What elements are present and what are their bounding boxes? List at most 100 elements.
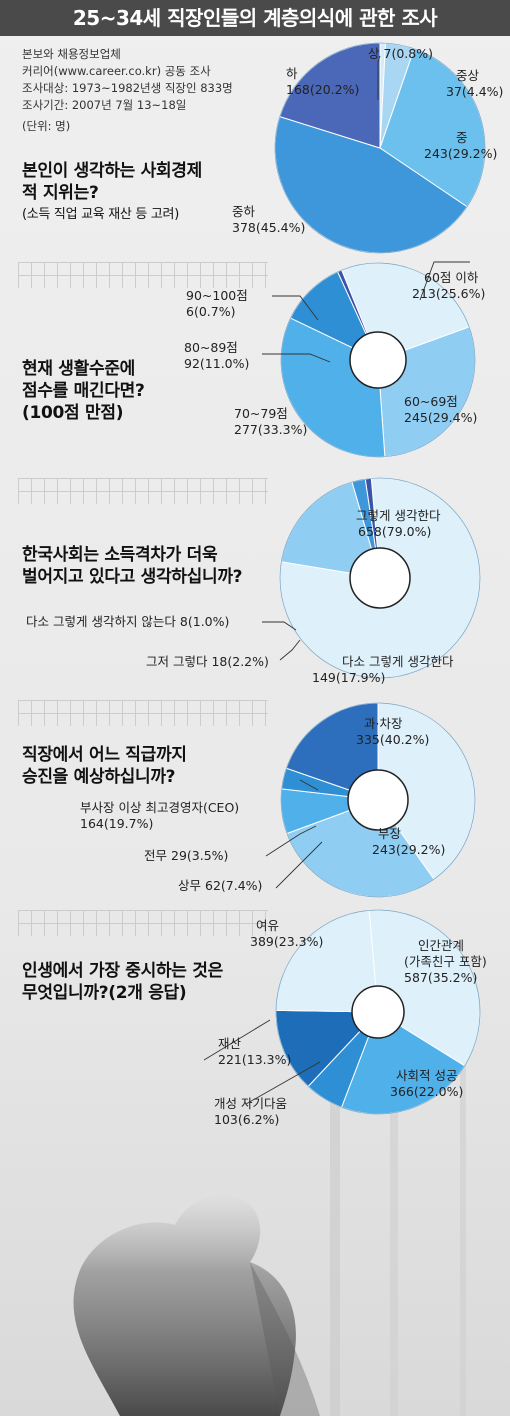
label-c5-individuality: 개성 자기다움 103(6.2%)	[214, 1096, 287, 1128]
label-name: 여유	[256, 918, 280, 933]
label-c4-sangmu: 상무 62(7.4%)	[178, 878, 262, 894]
label-name: 개성 자기다움	[214, 1096, 287, 1111]
label-c1-jungha: 중하 378(45.4%)	[232, 204, 305, 236]
question-1-title: 본인이 생각하는 사회경제적 지위는?	[22, 161, 202, 203]
label-c3-somewhat-yes: 다소 그렇게 생각한다 149(17.9%)	[312, 654, 453, 686]
question-3: 한국사회는 소득격차가 더욱 벌어지고 있다고 생각하십니까?	[22, 544, 243, 588]
question-3-line-2: 벌어지고 있다고 생각하십니까?	[22, 567, 243, 587]
label-value: 335(40.2%)	[356, 732, 430, 747]
question-2-line-2: 점수를 매긴다면?	[22, 381, 145, 401]
label-c3-somewhat-no: 다소 그렇게 생각하지 않는다 8(1.0%)	[26, 614, 229, 630]
question-1: 본인이 생각하는 사회경제적 지위는? (소득 직업 교육 재산 등 고려)	[22, 160, 212, 226]
survey-info: 본보와 채용정보업체 커리어(www.career.co.kr) 공동 조사 조…	[22, 46, 233, 135]
label-value: 243(29.2%)	[372, 842, 446, 857]
chart2-center-hole	[349, 331, 407, 389]
chart4-outline	[280, 702, 476, 898]
leader-line-8	[265, 825, 317, 857]
survey-source: 본보와 채용정보업체	[22, 47, 121, 61]
label-value: 245(29.4%)	[404, 410, 478, 425]
chart5-outline	[275, 909, 481, 1115]
survey-period: 조사기간: 2007년 7월 13~18일	[22, 98, 187, 112]
label-c5-leisure: 여유 389(23.3%)	[250, 918, 323, 950]
question-2-line-3: (100점 만점)	[22, 403, 124, 423]
leader-line-11	[245, 1061, 321, 1105]
label-value: 389(23.3%)	[250, 934, 324, 949]
label-name: 그렇게 생각한다	[356, 508, 441, 523]
label-value: 149(17.9%)	[312, 670, 386, 685]
label-name-2: (가족친구 포함)	[404, 954, 487, 969]
label-c4-director: 부장 243(29.2%)	[372, 826, 445, 858]
leader-line-1	[377, 55, 381, 100]
label-c4-jeonmu: 전무 29(3.5%)	[144, 848, 228, 864]
leader-line-4	[262, 353, 331, 363]
label-c2-90s: 90~100점 6(0.7%)	[186, 288, 248, 320]
question-5-line-1: 인생에서 가장 중시하는 것은	[22, 961, 223, 981]
person-silhouette	[73, 1020, 466, 1416]
chart3-center-hole	[349, 547, 411, 609]
page-title: 25~34세 직장인들의 계층의식에 관한 조사	[0, 0, 510, 36]
label-value: 92(11.0%)	[184, 356, 250, 371]
label-value: 37(4.4%)	[446, 84, 504, 99]
label-name: 그저 그렇다	[146, 654, 208, 669]
label-c4-manager: 과·차장 335(40.2%)	[356, 716, 429, 748]
question-4: 직장에서 어느 직급까지 승진을 예상하십니까?	[22, 744, 187, 788]
question-1-subtitle: (소득 직업 교육 재산 등 고려)	[22, 207, 179, 222]
label-name: 인간관계	[418, 938, 465, 953]
label-name: 전무	[144, 848, 168, 863]
label-value: 658(79.0%)	[358, 524, 432, 539]
label-name: 중	[456, 130, 468, 145]
label-name: 부장	[378, 826, 402, 841]
survey-target: 조사대상: 1973~1982년생 직장인 833명	[22, 81, 233, 95]
label-name: 재산	[218, 1036, 242, 1051]
label-value: 221(13.3%)	[218, 1052, 292, 1067]
label-c2-70s: 70~79점 277(33.3%)	[234, 406, 307, 438]
chart4-center-hole	[347, 769, 409, 831]
label-c5-wealth: 재산 221(13.3%)	[218, 1036, 291, 1068]
label-name: 다소 그렇게 생각하지 않는다	[26, 614, 176, 629]
label-c4-ceo: 부사장 이상 최고경영자(CEO) 164(19.7%)	[80, 800, 239, 832]
chart1-outline	[274, 42, 486, 254]
label-name: 중상	[456, 68, 480, 83]
label-value: 62(7.4%)	[205, 878, 263, 893]
label-name: 상	[368, 46, 380, 61]
label-name: 60점 이하	[424, 270, 479, 285]
label-name: 60~69점	[404, 394, 458, 409]
question-2-line-1: 현재 생활수준에	[22, 359, 135, 379]
leader-line-5	[262, 621, 297, 631]
question-2: 현재 생활수준에 점수를 매긴다면? (100점 만점)	[22, 358, 145, 424]
label-c2-60s: 60~69점 245(29.4%)	[404, 394, 477, 426]
label-c3-neutral: 그저 그렇다 18(2.2%)	[146, 654, 269, 670]
question-5: 인생에서 가장 중시하는 것은 무엇입니까?(2개 응답)	[22, 960, 223, 1004]
label-name: 하	[286, 66, 298, 81]
label-name: 부사장 이상 최고경영자(CEO)	[80, 800, 240, 815]
leader-line-3	[272, 295, 319, 321]
chart5-center-hole	[351, 985, 405, 1039]
leader-line-10	[203, 1019, 271, 1061]
leader-line-2	[419, 261, 470, 301]
label-value: 168(20.2%)	[286, 82, 360, 97]
label-c1-jungsang: 중상 37(4.4%)	[446, 68, 503, 100]
label-value: 243(29.2%)	[424, 146, 498, 161]
chart2-outline	[280, 262, 476, 458]
label-c2-80s: 80~89점 92(11.0%)	[184, 340, 249, 372]
label-c2-60below: 60점 이하 213(25.6%)	[412, 270, 485, 302]
question-4-line-2: 승진을 예상하십니까?	[22, 767, 176, 787]
survey-source-2: 커리어(www.career.co.kr) 공동 조사	[22, 64, 211, 78]
label-value: 213(25.6%)	[412, 286, 486, 301]
label-name: 다소 그렇게 생각한다	[342, 654, 454, 669]
leader-line-7	[299, 779, 319, 791]
label-name: 상무	[178, 878, 202, 893]
label-value: 7(0.8%)	[383, 46, 433, 61]
label-c3-yes: 그렇게 생각한다 658(79.0%)	[346, 508, 440, 540]
label-c5-relations: 인간관계 (가족친구 포함) 587(35.2%)	[404, 938, 487, 986]
survey-unit: (단위: 명)	[22, 119, 71, 133]
chart3-outline	[279, 477, 481, 679]
label-value: 6(0.7%)	[186, 304, 236, 319]
label-name: 사회적 성공	[396, 1068, 458, 1083]
label-value: 8(1.0%)	[179, 614, 230, 629]
grid-decoration	[18, 910, 268, 936]
label-value: 103(6.2%)	[214, 1112, 280, 1127]
question-5-line-2: 무엇입니까?(2개 응답)	[22, 983, 187, 1003]
